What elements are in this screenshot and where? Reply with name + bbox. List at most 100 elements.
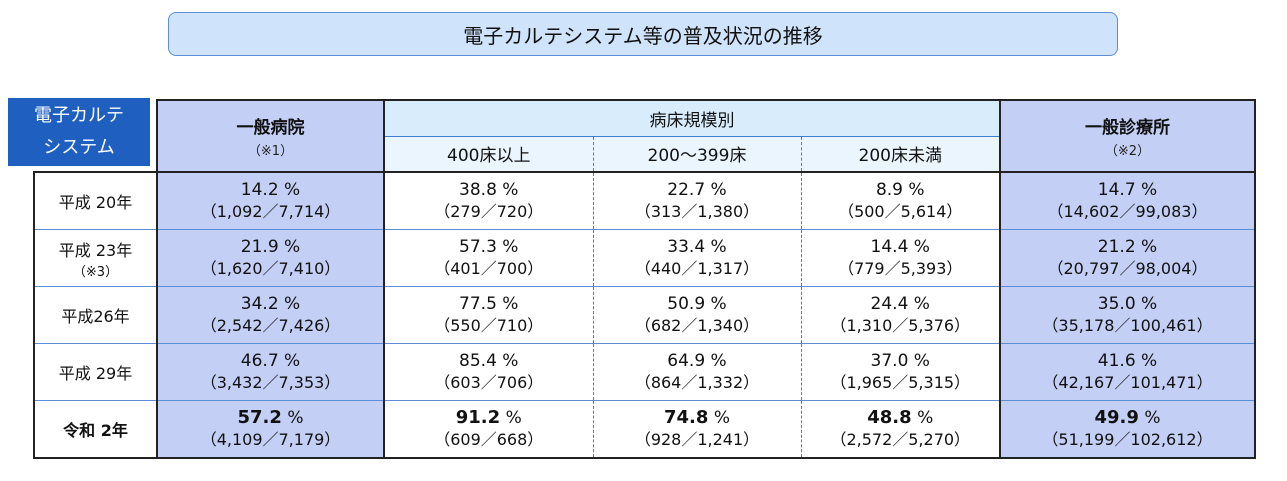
beds-400-cell: 91.2 % （609／668） <box>384 400 593 459</box>
percent-value: 57.3 % <box>459 237 519 257</box>
year-label: 令和 2年 <box>63 421 128 440</box>
header-general-hospital: 一般病院 （※1） <box>156 99 385 173</box>
count-value: （279／720） <box>434 202 544 221</box>
percent-value: 35.0 % <box>1097 294 1158 314</box>
count-value: （14,602／99,083） <box>1047 202 1208 221</box>
general-hospital-cell: 14.2 % （1,092／7,714） <box>157 171 385 230</box>
count-value: （51,199／102,612） <box>1042 430 1213 449</box>
count-value: （35,178／100,461） <box>1042 316 1213 335</box>
count-value: （1,965／5,315） <box>830 373 971 392</box>
percent-value: 49.9 % <box>1094 407 1161 428</box>
percent-value: 57.2 % <box>237 407 304 428</box>
general-hospital-cell: 21.9 % （1,620／7,410） <box>157 229 385 287</box>
general-hospital-cell: 57.2 % （4,109／7,179） <box>157 400 385 459</box>
header-general-clinic: 一般診療所 （※2） <box>999 99 1256 173</box>
count-value: （1,620／7,410） <box>200 259 341 278</box>
general-hospital-cell: 34.2 % （2,542／7,426） <box>157 286 385 344</box>
count-value: （20,797／98,004） <box>1047 259 1208 278</box>
percent-value: 33.4 % <box>667 237 727 257</box>
year-cell: 平成 29年 <box>33 343 158 401</box>
percent-value: 14.4 % <box>870 237 930 257</box>
count-value: （779／5,393） <box>838 259 963 278</box>
general-clinic-cell: 21.2 % （20,797／98,004） <box>999 229 1256 287</box>
percent-value: 34.2 % <box>240 294 301 314</box>
count-value: （1,092／7,714） <box>200 202 341 221</box>
adoption-table: 一般病院 （※1） 病床規模別 一般診療所 （※2） 400床以上 200～39… <box>33 99 1256 459</box>
count-value: （550／710） <box>434 316 544 335</box>
year-label: 平成 23年 <box>58 240 133 260</box>
count-value: （609／668） <box>434 430 544 449</box>
beds-under-200-cell: 24.4 % （1,310／5,376） <box>800 286 1000 344</box>
count-value: （3,432／7,353） <box>200 373 341 392</box>
year-note: （※3） <box>72 264 119 280</box>
beds-400-cell: 38.8 % （279／720） <box>384 171 593 230</box>
year-cell: 平成 23年 （※3） <box>33 229 158 287</box>
count-value: （500／5,614） <box>838 202 963 221</box>
year-cell: 平成26年 <box>33 286 158 344</box>
header-general-hospital-label: 一般病院 <box>236 118 305 138</box>
percent-value: 64.9 % <box>667 351 727 371</box>
table-row: 平成 23年 （※3） 21.9 % （1,620／7,410） 57.3 % … <box>33 229 1256 287</box>
count-value: （682／1,340） <box>634 316 760 335</box>
count-value: （864／1,332） <box>634 373 760 392</box>
corner-label: 電子カルテ システム <box>8 98 150 166</box>
beds-400-cell: 57.3 % （401／700） <box>384 229 593 287</box>
beds-under-200-cell: 14.4 % （779／5,393） <box>800 229 1000 287</box>
percent-value: 14.2 % <box>240 180 301 200</box>
percent-value: 85.4 % <box>459 351 519 371</box>
count-value: （603／706） <box>434 373 544 392</box>
percent-value: 8.9 % <box>875 180 925 200</box>
table-row: 平成 20年 14.2 % （1,092／7,714） 38.8 % （279／… <box>33 171 1256 230</box>
count-value: （928／1,241） <box>634 430 760 449</box>
year-label: 平成26年 <box>61 307 130 326</box>
beds-200-399-cell: 74.8 % （928／1,241） <box>592 400 801 459</box>
count-value: （1,310／5,376） <box>830 316 971 335</box>
beds-400-cell: 85.4 % （603／706） <box>384 343 593 401</box>
year-cell: 令和 2年 <box>33 400 158 459</box>
beds-under-200-cell: 8.9 % （500／5,614） <box>800 171 1000 230</box>
count-value: （2,542／7,426） <box>200 316 341 335</box>
general-clinic-cell: 14.7 % （14,602／99,083） <box>999 171 1256 230</box>
corner-label-line2: システム <box>43 137 115 158</box>
percent-value: 91.2 % <box>455 407 522 428</box>
header-general-hospital-note: （※1） <box>247 144 294 159</box>
count-value: （4,109／7,179） <box>200 430 341 449</box>
percent-value: 21.9 % <box>240 237 301 257</box>
table-row: 平成26年 34.2 % （2,542／7,426） 77.5 % （550／7… <box>33 286 1256 344</box>
count-value: （401／700） <box>434 259 544 278</box>
table-row: 平成 29年 46.7 % （3,432／7,353） 85.4 % （603／… <box>33 343 1256 401</box>
header-beds-400: 400床以上 <box>383 136 593 173</box>
general-clinic-cell: 41.6 % （42,167／101,471） <box>999 343 1256 401</box>
count-value: （313／1,380） <box>634 202 760 221</box>
percent-value: 50.9 % <box>667 294 727 314</box>
header-general-clinic-note: （※2） <box>1104 144 1151 159</box>
count-value: （42,167／101,471） <box>1042 373 1213 392</box>
count-value: （2,572／5,270） <box>830 430 971 449</box>
percent-value: 74.8 % <box>664 407 730 428</box>
beds-200-399-cell: 22.7 % （313／1,380） <box>592 171 801 230</box>
general-clinic-cell: 35.0 % （35,178／100,461） <box>999 286 1256 344</box>
year-label: 平成 20年 <box>58 193 133 212</box>
beds-200-399-cell: 50.9 % （682／1,340） <box>592 286 801 344</box>
percent-value: 37.0 % <box>870 351 930 371</box>
beds-200-399-cell: 64.9 % （864／1,332） <box>592 343 801 401</box>
header-beds-200-399: 200～399床 <box>592 136 801 173</box>
percent-value: 14.7 % <box>1097 180 1158 200</box>
year-label: 平成 29年 <box>58 364 133 383</box>
beds-200-399-cell: 33.4 % （440／1,317） <box>592 229 801 287</box>
general-hospital-cell: 46.7 % （3,432／7,353） <box>157 343 385 401</box>
percent-value: 21.2 % <box>1097 237 1158 257</box>
beds-under-200-cell: 37.0 % （1,965／5,315） <box>800 343 1000 401</box>
percent-value: 22.7 % <box>667 180 727 200</box>
table-row: 令和 2年 57.2 % （4,109／7,179） 91.2 % （609／6… <box>33 400 1256 459</box>
beds-under-200-cell: 48.8 % （2,572／5,270） <box>800 400 1000 459</box>
year-cell: 平成 20年 <box>33 171 158 230</box>
percent-value: 77.5 % <box>459 294 519 314</box>
header-bed-scale-group: 病床規模別 <box>384 99 1000 137</box>
percent-value: 41.6 % <box>1097 351 1158 371</box>
page-title: 電子カルテシステム等の普及状況の推移 <box>168 12 1118 56</box>
header-general-clinic-label: 一般診療所 <box>1085 118 1170 138</box>
percent-value: 48.8 % <box>867 407 934 428</box>
beds-400-cell: 77.5 % （550／710） <box>384 286 593 344</box>
percent-value: 46.7 % <box>240 351 301 371</box>
